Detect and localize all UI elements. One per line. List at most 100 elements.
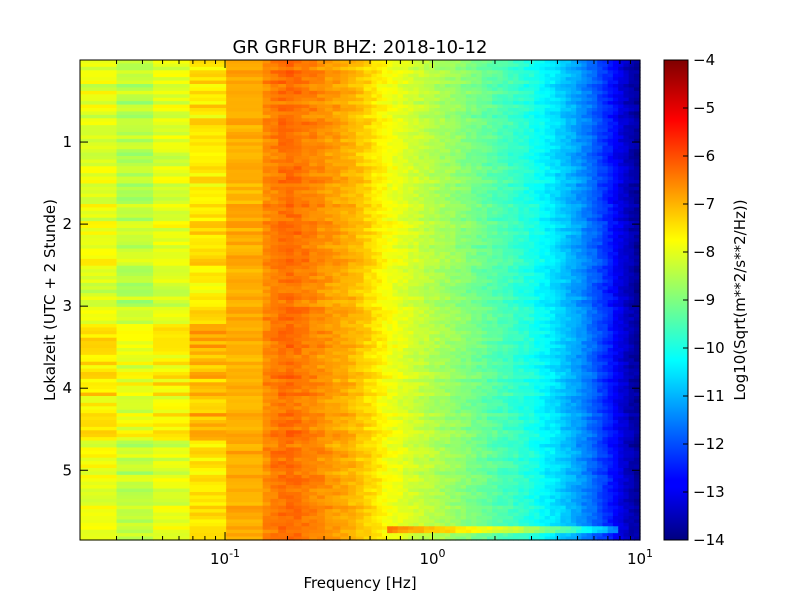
heatmap-cell: [413, 173, 420, 178]
heatmap-cell: [376, 125, 383, 130]
heatmap-cell: [618, 104, 625, 109]
heatmap-cell: [270, 132, 279, 137]
heatmap-cell: [602, 269, 609, 274]
heatmap-cell: [597, 262, 604, 267]
heatmap-cell: [317, 296, 326, 301]
heatmap-cell: [450, 269, 457, 274]
heatmap-cell: [518, 138, 525, 143]
heatmap-cell: [116, 70, 154, 75]
heatmap-cell: [497, 87, 504, 92]
heatmap-cell: [455, 169, 462, 174]
heatmap-cell: [402, 94, 409, 99]
heatmap-cell: [324, 108, 334, 113]
heatmap-cell: [444, 97, 451, 102]
heatmap-cell: [471, 200, 478, 205]
heatmap-cell: [153, 162, 191, 167]
heatmap-cell: [301, 224, 310, 229]
heatmap-cell: [607, 276, 614, 281]
heatmap-cell: [387, 197, 393, 202]
heatmap-cell: [507, 125, 514, 130]
heatmap-cell: [363, 279, 372, 284]
heatmap-cell: [226, 97, 264, 102]
heatmap-cell: [560, 204, 567, 209]
heatmap-cell: [591, 70, 598, 75]
heatmap-cell: [518, 104, 525, 109]
heatmap-cell: [381, 282, 388, 287]
heatmap-cell: [444, 60, 451, 65]
heatmap-cell: [549, 231, 556, 236]
heatmap-cell: [455, 111, 462, 116]
heatmap-cell: [612, 118, 619, 123]
heatmap-cell: [544, 70, 551, 75]
heatmap-cell: [497, 210, 504, 215]
heatmap-cell: [262, 293, 272, 298]
heatmap-cell: [570, 128, 577, 133]
heatmap-cell: [402, 296, 409, 301]
heatmap-cell: [586, 214, 593, 219]
heatmap-cell: [278, 210, 287, 215]
heatmap-cell: [418, 169, 425, 174]
heatmap-cell: [285, 166, 295, 171]
heatmap-cell: [576, 73, 583, 78]
heatmap-cell: [317, 108, 326, 113]
heatmap-cell: [523, 231, 530, 236]
heatmap-cell: [324, 125, 334, 130]
heatmap-cell: [476, 159, 483, 164]
heatmap-cell: [293, 245, 303, 250]
heatmap-cell: [153, 224, 191, 229]
heatmap-cell: [507, 118, 514, 123]
heatmap-cell: [555, 80, 562, 85]
heatmap-cell: [623, 135, 630, 140]
heatmap-cell: [332, 166, 341, 171]
heatmap-cell: [602, 63, 609, 68]
heatmap-cell: [418, 73, 425, 78]
heatmap-cell: [301, 272, 310, 277]
heatmap-cell: [408, 121, 414, 126]
heatmap-cell: [376, 111, 383, 116]
heatmap-cell: [628, 262, 635, 267]
heatmap-cell: [586, 241, 593, 246]
heatmap-cell: [618, 162, 625, 167]
heatmap-cell: [607, 228, 614, 233]
heatmap-cell: [486, 114, 493, 119]
heatmap-cell: [392, 138, 399, 143]
heatmap-cell: [534, 132, 541, 137]
heatmap-cell: [450, 159, 457, 164]
heatmap-cell: [317, 84, 326, 89]
heatmap-cell: [534, 183, 541, 188]
heatmap-cell: [363, 63, 372, 68]
heatmap-cell: [597, 138, 604, 143]
heatmap-cell: [355, 152, 365, 157]
heatmap-cell: [607, 272, 614, 277]
heatmap-cell: [539, 234, 546, 239]
heatmap-cell: [381, 265, 388, 270]
heatmap-cell: [576, 293, 583, 298]
heatmap-cell: [476, 77, 483, 82]
heatmap-cell: [502, 80, 509, 85]
heatmap-cell: [376, 279, 383, 284]
heatmap-cell: [476, 262, 483, 267]
heatmap-cell: [429, 248, 436, 253]
heatmap-cell: [528, 63, 535, 68]
heatmap-cell: [387, 121, 393, 126]
heatmap-cell: [455, 159, 462, 164]
heatmap-cell: [497, 138, 504, 143]
heatmap-cell: [618, 128, 625, 133]
heatmap-cell: [544, 138, 551, 143]
heatmap-cell: [618, 228, 625, 233]
heatmap-cell: [513, 114, 520, 119]
heatmap-cell: [570, 217, 577, 222]
heatmap-cell: [539, 282, 546, 287]
heatmap-cell: [285, 77, 295, 82]
heatmap-cell: [408, 176, 414, 181]
heatmap-cell: [444, 80, 451, 85]
heatmap-cell: [309, 128, 318, 133]
heatmap-cell: [633, 207, 640, 212]
heatmap-cell: [355, 63, 365, 68]
heatmap-cell: [602, 272, 609, 277]
heatmap-cell: [355, 73, 365, 78]
heatmap-cell: [397, 63, 404, 68]
heatmap-cell: [189, 118, 227, 123]
heatmap-cell: [528, 166, 535, 171]
heatmap-cell: [570, 289, 577, 294]
